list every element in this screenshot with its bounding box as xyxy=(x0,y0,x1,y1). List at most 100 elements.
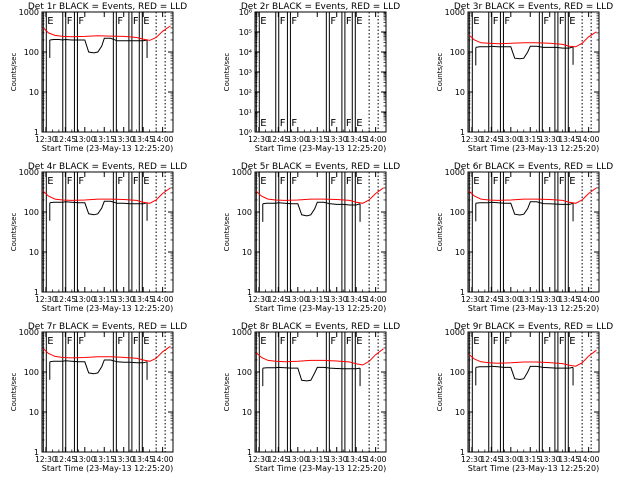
y-tick-label: 10¹ xyxy=(239,108,252,117)
marker-label: F xyxy=(291,118,297,129)
lld-series-line xyxy=(255,187,384,204)
y-tick-label: 100 xyxy=(237,208,252,217)
lld-series-line xyxy=(42,187,171,204)
chart-title: Det 1r BLACK = Events, RED = LLD xyxy=(28,2,187,12)
marker-label: F xyxy=(67,336,73,347)
events-series-line xyxy=(49,200,148,216)
marker-label: E xyxy=(143,176,149,187)
marker-label: F xyxy=(346,16,352,27)
marker-label: E xyxy=(569,176,575,187)
y-tick-label: 100 xyxy=(24,48,39,57)
y-tick-label: 1 xyxy=(34,288,39,297)
y-tick-label: 1000 xyxy=(19,8,39,17)
y-tick-label: 10 xyxy=(29,408,39,417)
plot-frame xyxy=(254,11,387,133)
x-tick-label: 12:30 xyxy=(248,455,270,464)
x-tick-label: 13:30 xyxy=(113,135,135,144)
x-tick-label: 12:45 xyxy=(481,295,503,304)
x-tick-label: 14:00 xyxy=(365,295,387,304)
marker-label: E xyxy=(143,336,149,347)
y-tick-label: 1000 xyxy=(232,328,252,337)
events-series-line xyxy=(475,201,574,216)
lld-series-line xyxy=(468,31,597,48)
y-tick-label: 10² xyxy=(239,88,252,97)
x-tick-label: 12:30 xyxy=(248,295,270,304)
chart-title: Det 5r BLACK = Events, RED = LLD xyxy=(241,162,400,172)
x-tick-label: 13:00 xyxy=(287,455,309,464)
marker-label: F xyxy=(133,336,139,347)
marker-label: E xyxy=(47,16,53,27)
x-tick-label: 12:30 xyxy=(461,135,483,144)
marker-label: F xyxy=(543,336,549,347)
panel-6: Det 6r BLACK = Events, RED = LLD 1 10 100 10… xyxy=(436,162,613,313)
marker-label: F xyxy=(330,336,336,347)
x-tick-label: 12:45 xyxy=(268,135,290,144)
marker-label: F xyxy=(493,336,499,347)
x-tick-label: 13:30 xyxy=(326,455,348,464)
plot-frame xyxy=(41,171,174,293)
x-tick-label: 14:00 xyxy=(152,295,174,304)
plot-frame xyxy=(254,331,387,453)
marker-label: F xyxy=(330,176,336,187)
y-tick-label: 1 xyxy=(34,128,39,137)
x-tick-label: 13:15 xyxy=(519,455,541,464)
y-tick-label: 1000 xyxy=(445,168,465,177)
x-tick-label: 12:30 xyxy=(248,135,270,144)
y-axis-label: Counts/sec xyxy=(10,213,18,252)
y-tick-label: 10 xyxy=(455,88,465,97)
x-tick-label: 12:30 xyxy=(35,455,57,464)
panel-4: Det 4r BLACK = Events, RED = LLD 1 10 100 10… xyxy=(10,162,187,313)
plot-frame xyxy=(41,331,174,453)
x-tick-label: 13:45 xyxy=(558,295,580,304)
marker-label: E xyxy=(260,16,266,27)
x-tick-label: 13:45 xyxy=(132,455,154,464)
plot-frame xyxy=(467,331,600,453)
x-axis-label: Start Time (23-May-13 12:25:20) xyxy=(255,304,386,313)
y-tick-label: 100 xyxy=(450,208,465,217)
x-tick-label: 13:15 xyxy=(93,135,115,144)
panel-7: Det 7r BLACK = Events, RED = LLD 1 10 100 10… xyxy=(10,322,187,473)
marker-label: F xyxy=(117,176,123,187)
marker-label: E xyxy=(143,16,149,27)
chart-title: Det 9r BLACK = Events, RED = LLD xyxy=(454,322,613,332)
x-tick-label: 13:00 xyxy=(74,455,96,464)
x-tick-label: 13:00 xyxy=(74,135,96,144)
chart-title: Det 6r BLACK = Events, RED = LLD xyxy=(454,162,613,172)
x-tick-label: 13:45 xyxy=(345,455,367,464)
x-tick-label: 13:45 xyxy=(558,135,580,144)
x-tick-label: 13:30 xyxy=(113,295,135,304)
y-axis-label: Counts/sec xyxy=(436,53,444,92)
y-tick-label: 1000 xyxy=(445,8,465,17)
x-tick-label: 12:30 xyxy=(461,295,483,304)
chart-title: Det 3r BLACK = Events, RED = LLD xyxy=(454,2,613,12)
y-tick-label: 1 xyxy=(34,448,39,457)
marker-label: E xyxy=(473,176,479,187)
plot-frame xyxy=(467,171,600,293)
y-tick-label: 10³ xyxy=(239,68,252,77)
marker-label: E xyxy=(260,176,266,187)
x-tick-label: 14:00 xyxy=(152,135,174,144)
y-tick-label: 10⁶ xyxy=(239,8,252,17)
marker-label: F xyxy=(559,176,565,187)
x-tick-label: 12:45 xyxy=(55,295,77,304)
y-tick-label: 10⁰ xyxy=(239,128,252,137)
x-tick-label: 13:30 xyxy=(113,455,135,464)
x-axis-label: Start Time (23-May-13 12:25:20) xyxy=(255,464,386,473)
x-tick-label: 13:00 xyxy=(500,135,522,144)
x-axis-label: Start Time (23-May-13 12:25:20) xyxy=(42,464,173,473)
x-tick-label: 13:00 xyxy=(74,295,96,304)
marker-label: F xyxy=(504,176,510,187)
marker-label: F xyxy=(78,176,84,187)
y-tick-label: 100 xyxy=(24,368,39,377)
lld-series-line xyxy=(255,348,384,366)
marker-label: E xyxy=(473,336,479,347)
x-tick-label: 14:00 xyxy=(578,295,600,304)
lld-series-line xyxy=(468,349,597,367)
x-tick-label: 12:45 xyxy=(268,295,290,304)
x-tick-label: 14:00 xyxy=(152,455,174,464)
marker-label: E xyxy=(569,336,575,347)
y-tick-label: 10 xyxy=(29,248,39,257)
marker-label: F xyxy=(280,176,286,187)
marker-label: F xyxy=(291,16,297,27)
